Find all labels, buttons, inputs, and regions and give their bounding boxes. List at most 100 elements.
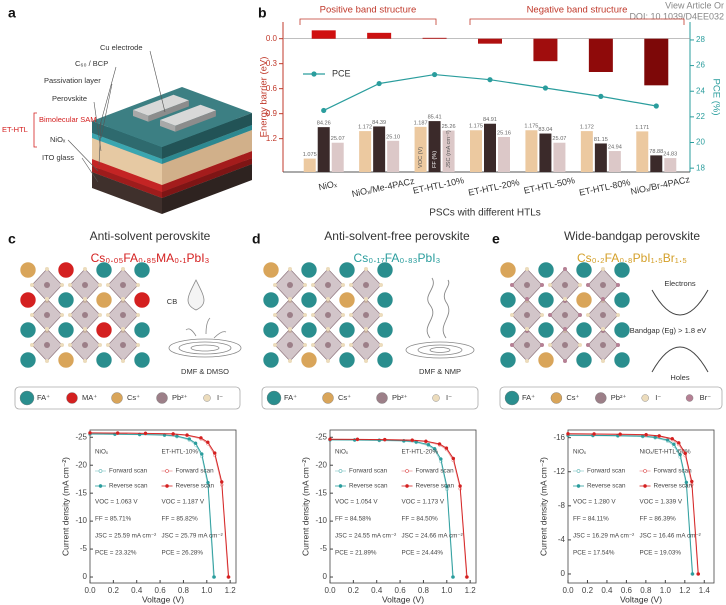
halide-ion xyxy=(288,267,292,271)
jv-point xyxy=(426,442,431,447)
plot-frame xyxy=(89,429,237,584)
x-tick-label: 1.4 xyxy=(699,586,711,595)
y-tick-label: -15 xyxy=(315,488,327,497)
halide-ion xyxy=(601,267,605,271)
jv-point xyxy=(672,442,676,446)
band-label: Electrons xyxy=(664,279,696,288)
x-tick-label: 1.0 xyxy=(441,586,453,595)
legend-marker xyxy=(165,469,169,473)
value-label: 1.172 xyxy=(580,125,594,131)
energy-bar xyxy=(644,38,669,86)
halide-ion xyxy=(60,343,64,347)
y-tick-label: 0 xyxy=(83,572,88,581)
legend-marker xyxy=(165,484,169,488)
halide-ion xyxy=(98,343,102,347)
legend-swatch xyxy=(376,392,388,404)
cation xyxy=(300,321,318,339)
solvent-label: CB xyxy=(167,297,177,306)
pce-point xyxy=(598,93,604,99)
legend-label: Forward scan xyxy=(176,468,215,475)
metric-text: VOC = 1.187 V xyxy=(162,499,205,506)
metric-bar xyxy=(664,158,677,172)
metric-bar xyxy=(539,133,552,172)
legend-swatch xyxy=(641,394,649,402)
cation xyxy=(499,291,517,309)
legend-swatch xyxy=(432,394,440,402)
y-axis-title: Current density (mA cm⁻²) xyxy=(300,457,310,556)
value-label: 1.175 xyxy=(524,124,538,130)
bar-inner-label: FF (%) xyxy=(432,151,438,168)
energy-bar xyxy=(588,38,613,72)
watermark: DOI: 10.1039/D4EE032 xyxy=(629,11,724,21)
jv-point xyxy=(437,442,442,446)
puddle xyxy=(417,344,463,356)
halide-ion xyxy=(98,283,102,287)
lead-ion xyxy=(44,282,50,288)
halide-ion xyxy=(616,313,620,317)
legend-marker xyxy=(338,469,343,473)
halide-ion xyxy=(601,297,605,301)
cation xyxy=(575,261,593,279)
halide-ion xyxy=(364,327,368,331)
cation xyxy=(338,321,356,339)
metric-text: FF = 85.71% xyxy=(95,516,132,523)
legend-marker xyxy=(643,469,647,473)
jv-point xyxy=(670,436,674,441)
y-tick-label: 0.9 xyxy=(266,109,278,118)
cu-electrode xyxy=(133,94,189,116)
halide-ion xyxy=(98,313,102,317)
halide-ion xyxy=(525,297,529,301)
watermark: View Article Or xyxy=(665,0,724,10)
x-tick-label: 0.4 xyxy=(371,586,383,595)
cation xyxy=(376,291,394,309)
cation xyxy=(499,321,517,339)
x-tick-label: 1.2 xyxy=(679,586,691,595)
lead-ion xyxy=(562,282,568,288)
jv-curve xyxy=(89,433,215,578)
y-tick-label: 0 xyxy=(561,569,566,578)
halide-ion xyxy=(586,283,590,287)
x-tick-label: 0.8 xyxy=(640,586,652,595)
halide-ion xyxy=(83,327,87,331)
jv-curve xyxy=(329,438,468,578)
metric-text: FF = 84.58% xyxy=(335,516,372,523)
layer-label: Perovskite xyxy=(52,94,87,103)
pce-point xyxy=(321,107,327,114)
cation xyxy=(537,351,555,369)
metric-bar xyxy=(359,131,372,172)
metric-bar xyxy=(373,126,386,172)
halide-ion xyxy=(68,343,72,347)
metric-text: VOC = 1.173 V xyxy=(402,499,445,506)
cation xyxy=(262,261,280,279)
cation xyxy=(376,351,394,369)
halide-ion xyxy=(578,343,582,347)
device-label: NiOₓ xyxy=(573,449,587,456)
metric-bar xyxy=(470,130,482,172)
value-label: 84.39 xyxy=(372,120,386,126)
cation xyxy=(613,351,631,369)
legend-marker xyxy=(98,469,103,473)
device-layer xyxy=(92,133,162,164)
jv-curve xyxy=(89,432,230,578)
halide-ion xyxy=(106,283,110,287)
halide-ion xyxy=(45,297,49,301)
value-label: 25.16 xyxy=(497,130,511,136)
halide-ion xyxy=(616,283,620,287)
puddle xyxy=(168,338,242,358)
jv-point xyxy=(206,480,210,485)
halide-ion xyxy=(30,283,34,287)
metric-text: JSC = 25.79 mA cm⁻² xyxy=(162,533,223,540)
lead-ion xyxy=(325,312,331,318)
metric-bar xyxy=(525,130,538,172)
y-tick-label: 0.6 xyxy=(266,84,278,93)
halide-ion xyxy=(616,343,620,347)
bar-inner-label: JSC (mA cm⁻²) xyxy=(446,130,452,168)
halide-ion xyxy=(586,343,590,347)
jv-curve xyxy=(567,434,694,575)
halide-ion xyxy=(311,283,315,287)
metric-text: FF = 84.50% xyxy=(402,516,439,523)
jv-point xyxy=(566,431,570,436)
metric-text: VOC = 1.339 V xyxy=(640,499,683,506)
cation xyxy=(537,261,555,279)
halide-ion xyxy=(106,313,110,317)
